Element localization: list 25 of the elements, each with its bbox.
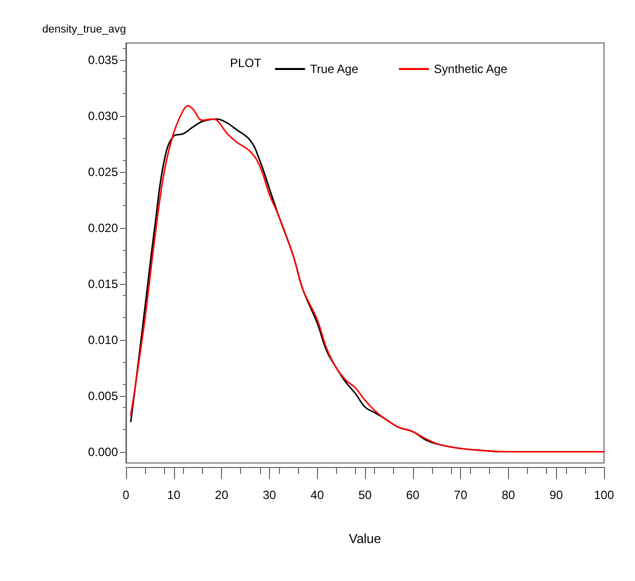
- x-tick-label: 50: [358, 488, 372, 502]
- x-tick-label: 100: [594, 488, 614, 502]
- y-tick-label: 0.020: [88, 220, 118, 235]
- x-tick-label: 60: [406, 488, 420, 502]
- x-tick-label: 80: [502, 488, 516, 502]
- y-axis-title: density_true_avg: [42, 24, 126, 36]
- x-tick-label: 10: [167, 488, 181, 502]
- legend-label: True Age: [310, 62, 359, 76]
- x-tick-label: 20: [214, 488, 229, 502]
- legend-label: Synthetic Age: [434, 62, 508, 76]
- y-tick-label: 0.010: [88, 332, 118, 347]
- x-tick-label: 90: [550, 488, 564, 502]
- x-axis-title: Value: [348, 531, 382, 546]
- y-tick-label: 0.025: [88, 164, 118, 179]
- x-tick-label: 30: [262, 488, 276, 502]
- legend-title: PLOT: [230, 56, 262, 70]
- x-tick-label: 70: [454, 488, 468, 502]
- y-tick-label: 0.000: [88, 444, 118, 459]
- x-tick-label: 0: [122, 488, 130, 502]
- y-tick-label: 0.005: [88, 388, 118, 403]
- y-tick-label: 0.035: [88, 52, 118, 67]
- y-tick-label: 0.030: [88, 108, 118, 123]
- x-tick-label: 40: [310, 488, 324, 502]
- line-series: [130, 104, 605, 453]
- y-tick-label: 0.015: [88, 276, 118, 291]
